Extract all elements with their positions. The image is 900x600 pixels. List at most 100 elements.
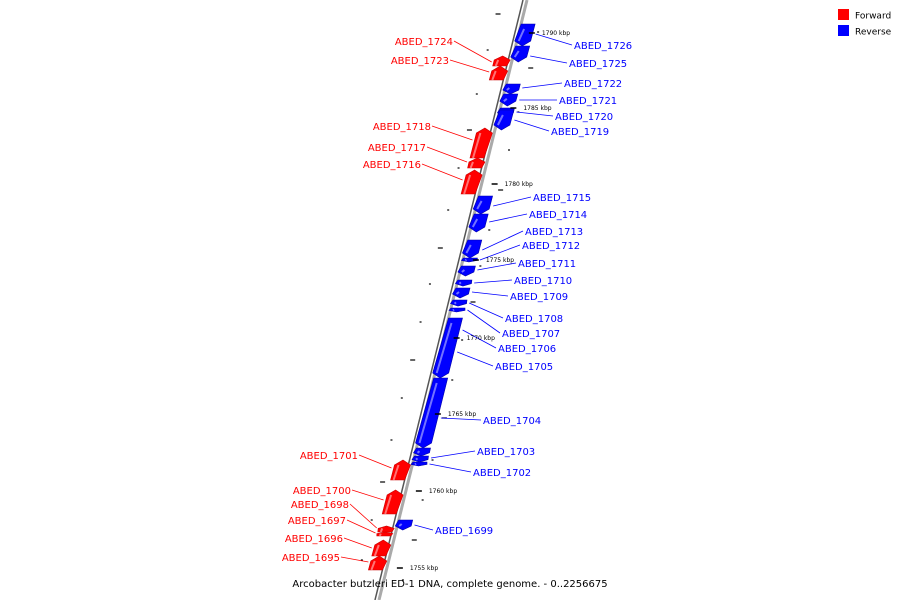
gene-label[interactable]: ABED_1716 [363,160,421,171]
gene-feature[interactable] [460,169,483,195]
gene-label[interactable]: ABED_1713 [525,227,583,238]
gene-feature[interactable] [514,23,536,47]
gene-label-connector [421,163,463,181]
gene-label[interactable]: ABED_1700 [293,486,351,497]
gene-feature[interactable] [499,93,519,107]
gene-feature[interactable] [415,377,449,449]
gene-labels: ABED_1726 ABED_1725 ABED_1724 ABED_1723 ABED… [282,37,632,564]
gene-label[interactable]: ABED_1702 [473,468,531,479]
gene-feature[interactable] [394,519,414,531]
gene-highlight [463,174,472,195]
gene-label[interactable]: ABED_1698 [291,500,349,511]
gene-feature[interactable] [493,109,515,131]
gene-label[interactable]: ABED_1703 [477,447,535,458]
gene-label-connector [457,351,494,367]
gene-feature[interactable] [411,455,429,463]
gene-feature[interactable] [472,195,493,215]
gene-label-connector [477,262,517,271]
gene-feature[interactable] [454,279,473,287]
gene-highlight [384,494,393,515]
gene-feature[interactable] [452,287,471,299]
gene-highlight [414,462,417,466]
gene-highlight [379,528,384,533]
gene-feature[interactable] [488,65,509,81]
gene-feature[interactable] [390,459,411,481]
gene-label-connector [482,230,524,251]
gene-feature[interactable] [432,317,463,379]
gene-feature[interactable] [368,555,388,571]
gene-feature[interactable] [502,83,521,95]
gene-label[interactable]: ABED_1718 [373,122,431,133]
gene-highlight [517,28,526,42]
gene-feature[interactable] [460,257,478,263]
gene-label-connector [346,519,376,534]
gene-feature[interactable] [448,307,466,313]
scale-label: 1770 kbp [467,335,495,342]
gene-label[interactable]: ABED_1697 [288,516,346,527]
gene-highlight [469,161,474,169]
gene-label-connector [449,59,490,73]
legend-label-forward: Forward [855,12,891,22]
gene-label[interactable]: ABED_1724 [395,37,453,48]
gene-highlight [461,269,466,273]
gene-label-connector [474,279,513,284]
gene-feature[interactable] [468,213,489,233]
gene-highlight [458,281,462,285]
gene-label[interactable]: ABED_1707 [502,329,560,340]
gene-label[interactable]: ABED_1723 [391,56,449,67]
gene-label[interactable]: ABED_1705 [495,362,553,373]
gene-feature[interactable] [450,299,468,307]
scale-label: 1780 kbp [505,181,533,188]
gene-label-connector [453,40,492,63]
gene-label-connector [467,309,501,334]
label-connectors [340,33,573,563]
gene-feature[interactable] [467,157,486,169]
gene-label[interactable]: ABED_1720 [555,112,613,123]
gene-label[interactable]: ABED_1711 [518,259,576,270]
gene-label[interactable]: ABED_1704 [483,416,541,427]
gene-label[interactable]: ABED_1715 [533,193,591,204]
gene-label-connector [516,111,554,117]
gene-label-connector [479,244,521,261]
gene-feature[interactable] [413,447,431,457]
gene-label[interactable]: ABED_1714 [529,210,587,221]
legend: Forward Reverse [838,9,892,38]
gene-highlight [471,218,479,228]
gene-label-connector [530,55,568,64]
gene-label[interactable]: ABED_1710 [514,276,572,287]
gene-highlight [418,382,438,444]
gene-label-connector [514,119,550,132]
gene-feature[interactable] [410,461,428,467]
legend-label-reverse: Reverse [855,28,892,38]
gene-highlight [497,114,504,126]
gene-highlight [506,87,510,91]
gene-label-connector [431,125,473,141]
gene-label[interactable]: ABED_1706 [498,344,556,355]
gene-highlight [373,544,380,557]
gene-label-connector [414,524,434,531]
gene-label[interactable]: ABED_1717 [368,143,426,154]
gene-label[interactable]: ABED_1699 [435,526,493,537]
gene-feature[interactable] [510,45,531,63]
gene-highlight [491,70,497,81]
gene-label[interactable]: ABED_1695 [282,553,340,564]
gene-feature[interactable] [376,531,394,537]
gene-label[interactable]: ABED_1709 [510,292,568,303]
gene-highlight [416,450,421,454]
gene-label-connector [469,302,504,319]
gene-label[interactable]: ABED_1722 [564,79,622,90]
gene-label-connector [462,329,497,349]
gene-feature[interactable] [462,239,483,259]
gene-label[interactable]: ABED_1719 [551,127,609,138]
gene-label[interactable]: ABED_1701 [300,451,358,462]
gene-label[interactable]: ABED_1708 [505,314,563,325]
gene-label[interactable]: ABED_1712 [522,241,580,252]
gene-label[interactable]: ABED_1726 [574,41,632,52]
gene-label[interactable]: ABED_1721 [559,96,617,107]
gene-feature[interactable] [381,489,404,515]
gene-label[interactable]: ABED_1725 [569,59,627,70]
gene-highlight [464,258,468,262]
gene-label[interactable]: ABED_1696 [285,534,343,545]
gene-feature[interactable] [457,265,476,277]
